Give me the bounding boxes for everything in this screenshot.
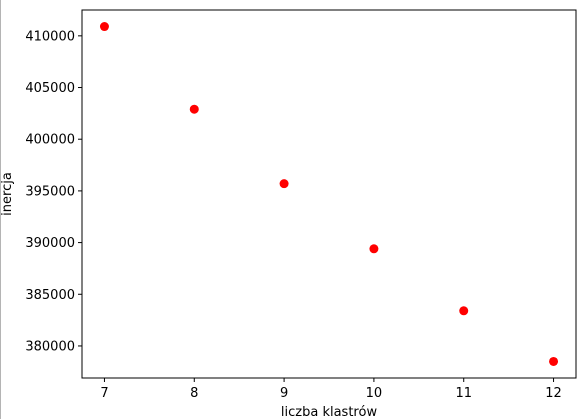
plot-area-frame [81,9,577,379]
data-point [99,22,109,32]
x-tick-label: 12 [545,386,562,401]
y-tick-label: 380000 [25,339,75,354]
y-tick-label: 405000 [25,81,75,96]
x-axis-ticks: 7 8 9 10 11 12 [100,378,562,401]
x-tick-label: 9 [280,386,288,401]
y-axis-label: inercja [0,172,15,216]
data-point [279,179,289,189]
data-point [459,306,469,316]
y-tick-label: 385000 [25,288,75,303]
x-tick-label: 7 [100,386,108,401]
y-tick-label: 400000 [25,133,75,148]
data-point [549,356,559,366]
y-tick-label: 390000 [25,236,75,251]
x-axis-label: liczba klastrów [281,405,378,419]
y-tick-label: 395000 [25,184,75,199]
x-tick-label: 10 [366,386,383,401]
y-tick-label: 410000 [25,29,75,44]
data-points [99,22,559,366]
window-left-border [0,0,1,419]
x-tick-label: 11 [455,386,472,401]
data-point [189,104,199,114]
x-tick-label: 8 [190,386,198,401]
y-axis-ticks: 380000 385000 390000 395000 400000 405000 4100… [25,29,82,354]
data-point [369,244,379,254]
